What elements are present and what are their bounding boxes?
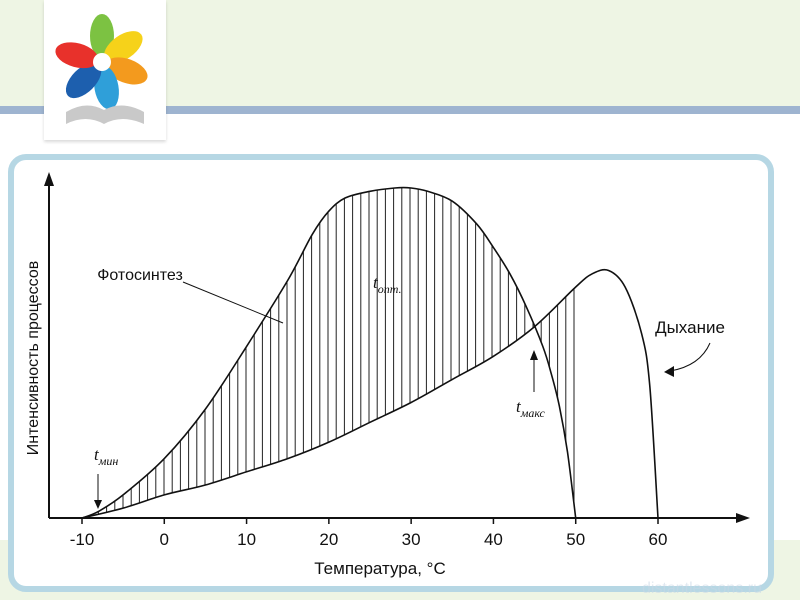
- logo: [44, 0, 166, 140]
- y-axis-arrow: [44, 172, 54, 186]
- series-line: [81, 186, 577, 519]
- respiration-label: Дыхание: [655, 318, 725, 337]
- x-tick-label: 0: [160, 530, 169, 549]
- x-tick-label: 20: [319, 530, 338, 549]
- hatched-region: [89, 187, 575, 518]
- t-min-subscript: мин: [98, 454, 119, 468]
- x-tick-label: 50: [566, 530, 585, 549]
- x-tick-label: 10: [237, 530, 256, 549]
- photosynthesis-pointer: [182, 281, 284, 324]
- colorful-hands-book-icon: [55, 14, 148, 124]
- svg-text:tмин: tмин: [94, 445, 118, 468]
- x-axis-label: Температура, °C: [314, 559, 445, 578]
- t-max-symbol: t: [516, 397, 522, 416]
- x-tick-label: 60: [649, 530, 668, 549]
- t-max-marker: tмакс: [516, 350, 546, 420]
- y-axis-label: Интенсивность процессов: [25, 261, 42, 455]
- t-min-symbol: t: [94, 445, 100, 464]
- t-opt-marker: tопт.: [373, 273, 402, 296]
- t-opt-symbol: t: [373, 273, 379, 292]
- watermark: distantlessons.ru: [641, 580, 762, 597]
- series-line: [81, 268, 659, 519]
- t-opt-subscript: опт.: [378, 282, 402, 296]
- x-tick-label: 40: [484, 530, 503, 549]
- x-tick-label: -10: [70, 530, 95, 549]
- respiration-pointer: [669, 342, 711, 372]
- x-axis-arrow: [736, 513, 750, 523]
- svg-text:tмакс: tмакс: [516, 397, 546, 420]
- t-min-marker: tмин: [94, 445, 118, 509]
- t-max-subscript: макс: [520, 406, 546, 420]
- respiration-pointer-arrow: [664, 366, 674, 377]
- header-divider: [0, 106, 800, 114]
- svg-text:tопт.: tопт.: [373, 273, 402, 296]
- x-tick-label: 30: [402, 530, 421, 549]
- photosynthesis-label: Фотосинтез: [97, 267, 183, 284]
